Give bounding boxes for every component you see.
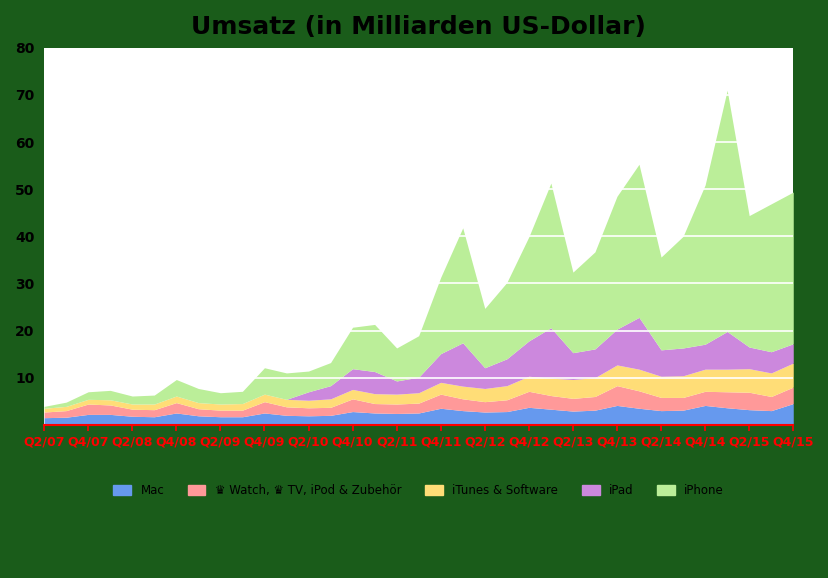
Title: Umsatz (in Milliarden US-Dollar): Umsatz (in Milliarden US-Dollar) [191,15,645,39]
Legend: Mac, ♛ Watch, ♛ TV, iPod & Zubehör, iTunes & Software, iPad, iPhone: Mac, ♛ Watch, ♛ TV, iPod & Zubehör, iTun… [108,479,728,502]
